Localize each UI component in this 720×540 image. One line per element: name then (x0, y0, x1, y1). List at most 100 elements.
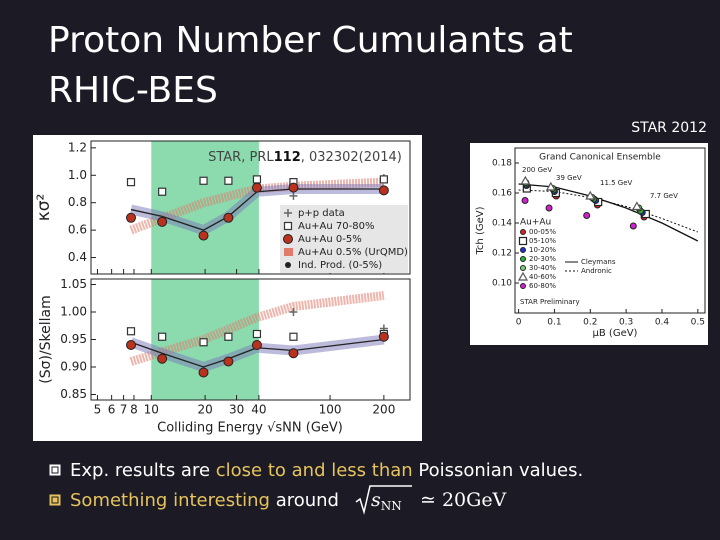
y-tick-label: 0.6 (68, 223, 87, 237)
legend-label: 20-30% (529, 255, 556, 263)
y-tick-label: 0.85 (60, 387, 87, 401)
legend-label: 30-40% (529, 264, 556, 272)
right-label: STAR 2012 (631, 120, 707, 136)
data-point (631, 201, 642, 211)
y-tick-label: 0.8 (68, 195, 87, 209)
x-tick-label: 40 (251, 403, 266, 417)
y-tick-label: 0.16 (492, 189, 512, 199)
legend-swatch (284, 209, 292, 217)
left-chart: 0.4 0.6 0.8 1.0 1.2 κσ² 0.85 0.90 0.95 1.00 1.05 5 6… (34, 140, 411, 436)
data-point (158, 332, 167, 341)
legend-background (280, 205, 408, 273)
y-tick-label: 0.14 (492, 219, 512, 229)
legend-label: Au+Au 0.5% (UrQMD) (298, 247, 408, 258)
right-figure-background (470, 143, 708, 345)
y-tick-label: 1.00 (60, 305, 87, 319)
legend-swatch (520, 256, 526, 262)
legend-swatch (518, 236, 528, 246)
data-point (251, 340, 262, 350)
data-point (289, 308, 298, 316)
x-tick-label: 30 (229, 403, 244, 417)
chart-title: Grand Canonical Ensemble (539, 153, 661, 163)
legend-label: 60-80% (529, 282, 556, 290)
data-point (379, 175, 388, 184)
data-point (126, 178, 136, 187)
bullet-icon-inner (51, 466, 59, 474)
data-point (198, 230, 209, 241)
x-tick-label: 20 (197, 403, 212, 417)
x-tick-label: 7 (120, 403, 128, 417)
legend-title: Au+Au (520, 218, 551, 228)
bullet-icon (48, 463, 62, 477)
formula: sNN (371, 489, 402, 513)
x-axis-label: μB (GeV) (593, 328, 638, 339)
x-tick-label: 6 (108, 403, 116, 417)
data-point (289, 332, 298, 341)
legend-label: 05-10% (529, 237, 556, 245)
citation-suffix: , 032302(2014) (301, 150, 402, 165)
legend-label: Ind. Prod. (0-5%) (298, 260, 382, 271)
data-point (545, 181, 556, 191)
x-tick-label: 0.4 (655, 318, 670, 328)
x-tick-label: 0.1 (547, 318, 561, 328)
formula-subscript: NN (381, 499, 402, 513)
bullet-part: around (270, 490, 345, 511)
x-axis-label: Colliding Energy √sNN (GeV) (157, 421, 343, 436)
data-point (289, 191, 298, 200)
legend-label: Au+Au 70-80% (298, 221, 374, 232)
bullet-text: Something interesting around (70, 490, 345, 511)
y-tick-label: 1.05 (60, 277, 87, 291)
data-point (583, 212, 591, 219)
data-point (545, 204, 553, 212)
data-point (629, 222, 637, 230)
formula-rest: ≃ 20GeV (420, 489, 507, 511)
y-tick-label: 0.10 (492, 279, 512, 289)
data-point (288, 348, 299, 359)
citation-prefix: STAR, PRL (208, 150, 274, 165)
plot-frame (90, 140, 411, 275)
legend-label: Andronic (581, 267, 612, 275)
legend-swatch (520, 283, 526, 289)
y-tick-label: 1.2 (68, 140, 87, 154)
slide-title: RHIC-BES (48, 70, 218, 111)
data-point (126, 327, 136, 336)
legend-swatch (284, 248, 293, 256)
legend-label: 10-20% (529, 246, 556, 254)
data-point (198, 367, 209, 378)
legend-label: 40-60% (529, 273, 556, 281)
bullet-part: Exp. results are (70, 460, 216, 481)
citation-volume: 112 (274, 150, 301, 165)
bullet-highlight: Something interesting (70, 490, 270, 511)
data-point (224, 332, 233, 341)
right-chart: 0.10 0.12 0.14 0.16 0.18 0 0.1 0.2 0.3 0.4 0.5 Gran… (475, 147, 706, 339)
y-axis-label: κσ² (34, 194, 54, 222)
data-point (157, 216, 168, 227)
legend-swatch (520, 229, 526, 235)
y-axis-label: (Sσ)/Skellam (38, 295, 54, 384)
slide-title: Proton Number Cumulants at (48, 20, 573, 61)
x-tick-label: 100 (319, 403, 342, 417)
legend-swatch (285, 262, 291, 268)
data-point (521, 197, 529, 204)
data-point (585, 190, 596, 200)
legend-swatch (520, 247, 526, 253)
x-tick-label: 0 (516, 318, 522, 328)
x-tick-label: 5 (94, 403, 102, 417)
y-tick-label: 1.0 (68, 168, 87, 182)
data-point (378, 185, 389, 196)
data-point (199, 338, 208, 347)
legend-label: Cleymans (581, 258, 616, 266)
y-axis-label: Tch (GeV) (475, 206, 486, 255)
legend-swatch (283, 221, 293, 231)
model-band (129, 291, 385, 366)
y-tick-label: 0.90 (60, 360, 87, 374)
formula-base: s (371, 489, 381, 511)
bullet-icon-inner (51, 496, 59, 504)
data-point (125, 212, 136, 223)
x-tick-label: 0.3 (619, 318, 633, 328)
data-point (252, 175, 262, 184)
legend-swatch (517, 271, 529, 281)
data-point (125, 340, 136, 350)
x-tick-label: 0.2 (583, 318, 597, 328)
